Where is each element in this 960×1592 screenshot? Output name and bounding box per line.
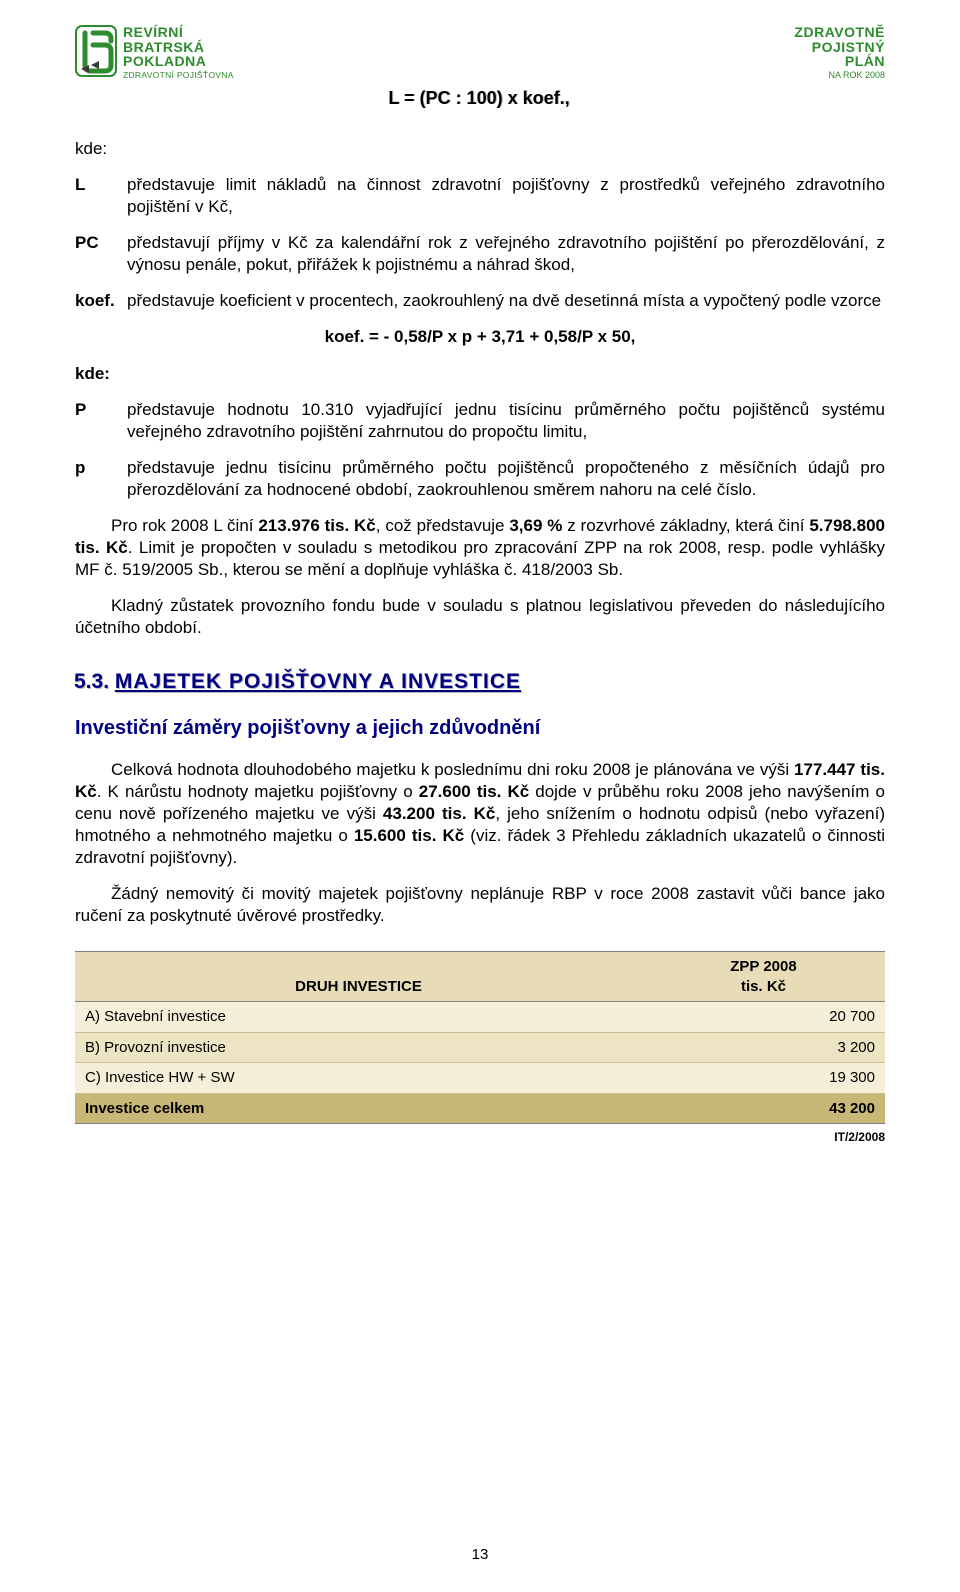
def-koef: koef. představuje koeficient v procentec… — [75, 290, 885, 312]
hr-line-2: POJISTNÝ — [794, 40, 885, 55]
inner-formula: koef. = - 0,58/P x p + 3,71 + 0,58/P x 5… — [75, 326, 885, 348]
def-koef-label: koef. — [75, 290, 127, 312]
def-P-upper-body: představuje hodnotu 10.310 vyjadřující j… — [127, 399, 885, 443]
def-kde2-label: kde: — [75, 363, 127, 385]
hr-subline: NA ROK 2008 — [794, 71, 885, 80]
def-L-label: L — [75, 174, 127, 218]
table-row: C) Investice HW + SW 19 300 — [75, 1063, 885, 1094]
paragraph-collateral: Žádný nemovitý či movitý majetek pojišťo… — [75, 883, 885, 927]
paragraph-fund: Kladný zůstatek provozního fondu bude v … — [75, 595, 885, 639]
cell-value: 3 200 — [642, 1032, 885, 1063]
def-P-upper: P představuje hodnotu 10.310 vyjadřující… — [75, 399, 885, 443]
th-type: DRUH INVESTICE — [75, 952, 642, 1002]
logo-line-3: POKLADNA — [123, 54, 234, 69]
table-total-row: Investice celkem 43 200 — [75, 1093, 885, 1124]
logo-line-2: BRATRSKÁ — [123, 40, 234, 55]
cell-total-label: Investice celkem — [75, 1093, 642, 1124]
cell-value: 20 700 — [642, 1002, 885, 1033]
formula-top: L = (PC : 100) x koef., L = (PC : 100) x… — [75, 87, 885, 110]
def-P-upper-label: P — [75, 399, 127, 443]
page-number: 13 — [75, 1545, 885, 1565]
footer-doc-code: IT/2/2008 — [75, 1130, 885, 1146]
logo-line-1: REVÍRNÍ — [123, 25, 234, 40]
paragraph-assets: Celková hodnota dlouhodobého majetku k p… — [75, 759, 885, 869]
cell-label: A) Stavební investice — [75, 1002, 642, 1033]
rbp-logo-icon — [75, 25, 117, 77]
cell-value: 19 300 — [642, 1063, 885, 1094]
def-PC: PC představují příjmy v Kč za kalendářní… — [75, 232, 885, 276]
def-p-lower-body: představuje jednu tisícinu průměrného po… — [127, 457, 885, 501]
kde-label: kde: — [75, 138, 885, 160]
th-value: ZPP 2008 tis. Kč — [642, 952, 885, 1002]
hr-line-3: PLÁN — [794, 54, 885, 69]
def-kde2: kde: — [75, 363, 885, 385]
table-row: A) Stavební investice 20 700 — [75, 1002, 885, 1033]
def-p-lower: p představuje jednu tisícinu průměrného … — [75, 457, 885, 501]
investments-table: DRUH INVESTICE ZPP 2008 tis. Kč A) Stave… — [75, 951, 885, 1124]
table-header-row: DRUH INVESTICE ZPP 2008 tis. Kč — [75, 952, 885, 1002]
table-row: B) Provozní investice 3 200 — [75, 1032, 885, 1063]
logo-block: REVÍRNÍ BRATRSKÁ POKLADNA ZDRAVOTNÍ POJI… — [75, 25, 234, 80]
cell-label: B) Provozní investice — [75, 1032, 642, 1063]
section-5-3-heading: 5.3. MAJETEK POJIŠŤOVNY A INVESTICE 5.3.… — [75, 669, 885, 696]
def-PC-label: PC — [75, 232, 127, 276]
def-koef-body: představuje koeficient v procentech, zao… — [127, 290, 885, 312]
header-right: ZDRAVOTNĚ POJISTNÝ PLÁN NA ROK 2008 — [794, 25, 885, 81]
cell-total-value: 43 200 — [642, 1093, 885, 1124]
cell-label: C) Investice HW + SW — [75, 1063, 642, 1094]
def-L: L představuje limit nákladů na činnost z… — [75, 174, 885, 218]
logo-subline: ZDRAVOTNÍ POJIŠŤOVNA — [123, 71, 234, 80]
page-header: REVÍRNÍ BRATRSKÁ POKLADNA ZDRAVOTNÍ POJI… — [75, 25, 885, 81]
def-L-body: představuje limit nákladů na činnost zdr… — [127, 174, 885, 218]
subheading-investments: Investiční záměry pojišťovny a jejich zd… — [75, 715, 885, 741]
def-PC-body: představují příjmy v Kč za kalendářní ro… — [127, 232, 885, 276]
paragraph-limit: Pro rok 2008 L činí 213.976 tis. Kč, což… — [75, 515, 885, 581]
def-p-lower-label: p — [75, 457, 127, 501]
hr-line-1: ZDRAVOTNĚ — [794, 25, 885, 40]
